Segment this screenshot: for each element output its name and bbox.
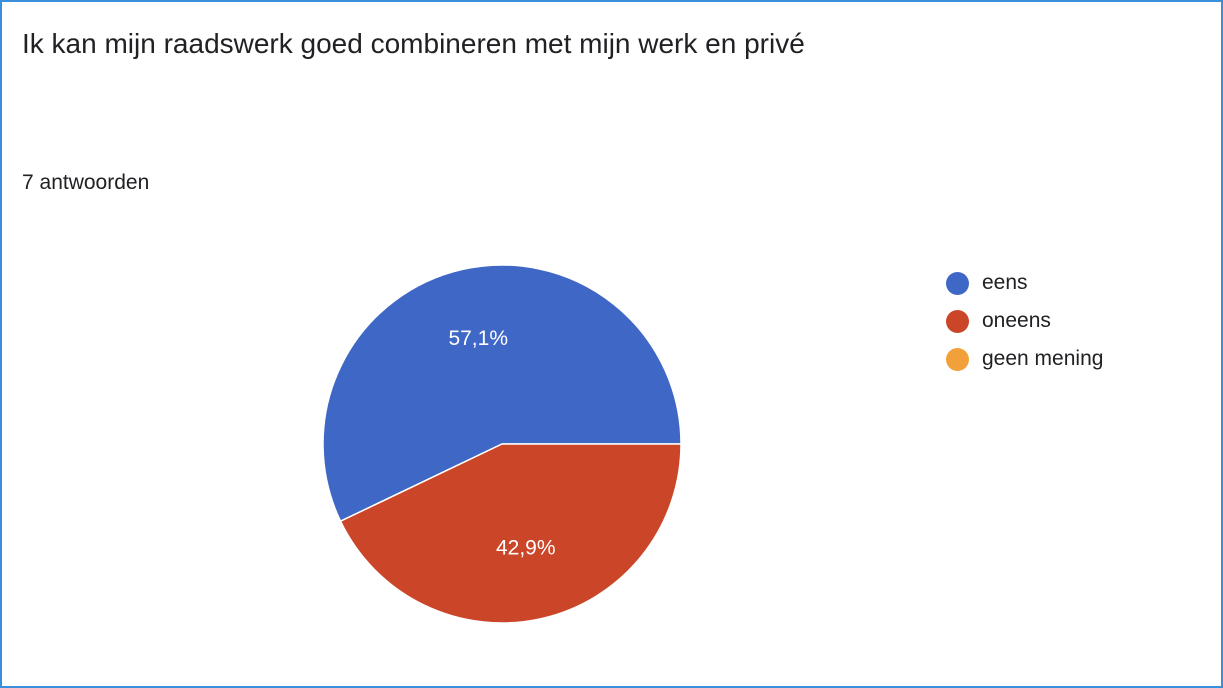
legend-label: oneens [982, 309, 1051, 332]
legend-color-dot [946, 347, 969, 371]
chart-legend: eens oneens geen mening [946, 264, 1103, 378]
pie-slice-oneens[interactable] [339, 443, 682, 624]
slice-label-oneens: 42,9% [496, 536, 556, 559]
legend-item-oneens[interactable]: oneens [946, 302, 1103, 340]
legend-color-dot [946, 309, 969, 333]
legend-label: geen mening [982, 347, 1104, 370]
question-title: Ik kan mijn raadswerk goed combineren me… [22, 28, 805, 59]
pie-slice-eens[interactable] [322, 264, 682, 523]
legend-item-eens[interactable]: eens [946, 264, 1103, 302]
legend-item-geen-mening[interactable]: geen mening [946, 340, 1103, 378]
legend-color-dot [946, 271, 969, 295]
legend-label: eens [982, 271, 1028, 294]
slice-label-eens: 57,1% [448, 327, 508, 350]
response-count: 7 antwoorden [22, 171, 150, 194]
